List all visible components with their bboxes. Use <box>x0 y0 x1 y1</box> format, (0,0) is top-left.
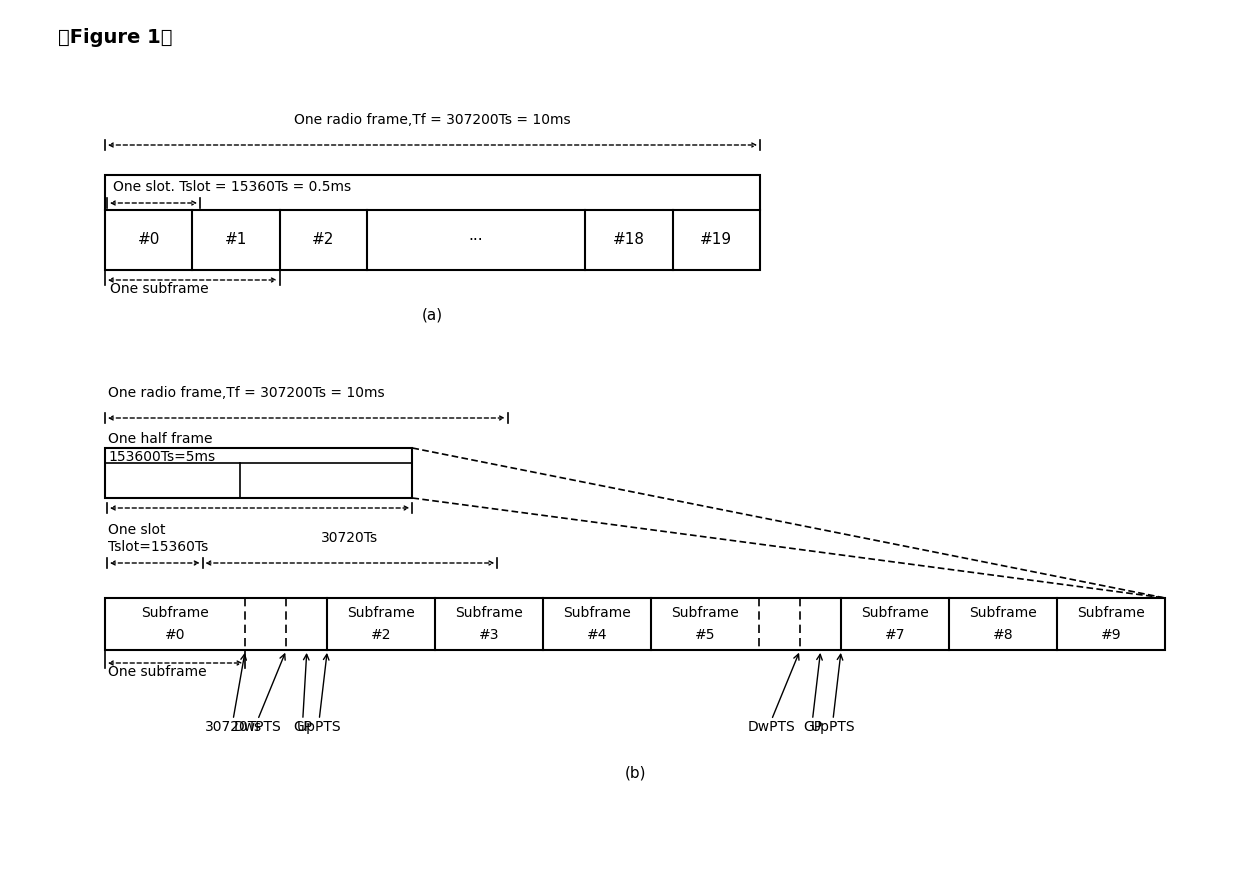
Text: (b): (b) <box>624 765 646 780</box>
Text: Subframe: Subframe <box>563 606 631 620</box>
Bar <box>105 448 413 498</box>
Text: #0: #0 <box>138 233 160 248</box>
Text: One slot. Tslot = 15360Ts = 0.5ms: One slot. Tslot = 15360Ts = 0.5ms <box>113 180 351 194</box>
Text: UpPTS: UpPTS <box>811 720 856 734</box>
Text: #18: #18 <box>613 233 645 248</box>
Text: ···: ··· <box>469 233 484 248</box>
Text: DwPTS: DwPTS <box>234 720 281 734</box>
Text: #2: #2 <box>371 628 392 642</box>
Text: 153600Ts=5ms: 153600Ts=5ms <box>108 450 215 464</box>
Text: #3: #3 <box>479 628 500 642</box>
Text: One half frame: One half frame <box>108 432 212 446</box>
Text: #4: #4 <box>587 628 608 642</box>
Text: #7: #7 <box>885 628 905 642</box>
Text: #2: #2 <box>312 233 335 248</box>
Text: One slot: One slot <box>108 523 165 537</box>
Text: #9: #9 <box>1101 628 1121 642</box>
Text: #19: #19 <box>701 233 733 248</box>
Text: UpPTS: UpPTS <box>296 720 341 734</box>
Bar <box>105 175 760 270</box>
Text: #5: #5 <box>694 628 715 642</box>
Text: #8: #8 <box>993 628 1013 642</box>
Text: GP: GP <box>293 720 312 734</box>
Text: DwPTS: DwPTS <box>748 720 795 734</box>
Text: One radio frame,Tf = 307200Ts = 10ms: One radio frame,Tf = 307200Ts = 10ms <box>294 113 570 127</box>
Text: Subframe: Subframe <box>862 606 929 620</box>
Text: #0: #0 <box>165 628 186 642</box>
Text: (a): (a) <box>422 308 443 323</box>
Bar <box>105 598 1166 650</box>
Text: Subframe: Subframe <box>671 606 739 620</box>
Text: Subframe: Subframe <box>347 606 415 620</box>
Text: One subframe: One subframe <box>108 665 207 679</box>
Text: Subframe: Subframe <box>455 606 523 620</box>
Text: #1: #1 <box>224 233 247 248</box>
Text: Subframe: Subframe <box>141 606 210 620</box>
Text: Tslot=15360Ts: Tslot=15360Ts <box>108 540 208 554</box>
Text: One radio frame,Tf = 307200Ts = 10ms: One radio frame,Tf = 307200Ts = 10ms <box>108 386 384 400</box>
Text: 30720Ts: 30720Ts <box>205 720 262 734</box>
Text: Subframe: Subframe <box>1078 606 1145 620</box>
Text: One subframe: One subframe <box>110 282 208 296</box>
Text: GP: GP <box>802 720 822 734</box>
Text: 『Figure 1』: 『Figure 1』 <box>58 28 172 47</box>
Text: Subframe: Subframe <box>970 606 1037 620</box>
Text: 30720Ts: 30720Ts <box>321 531 378 545</box>
